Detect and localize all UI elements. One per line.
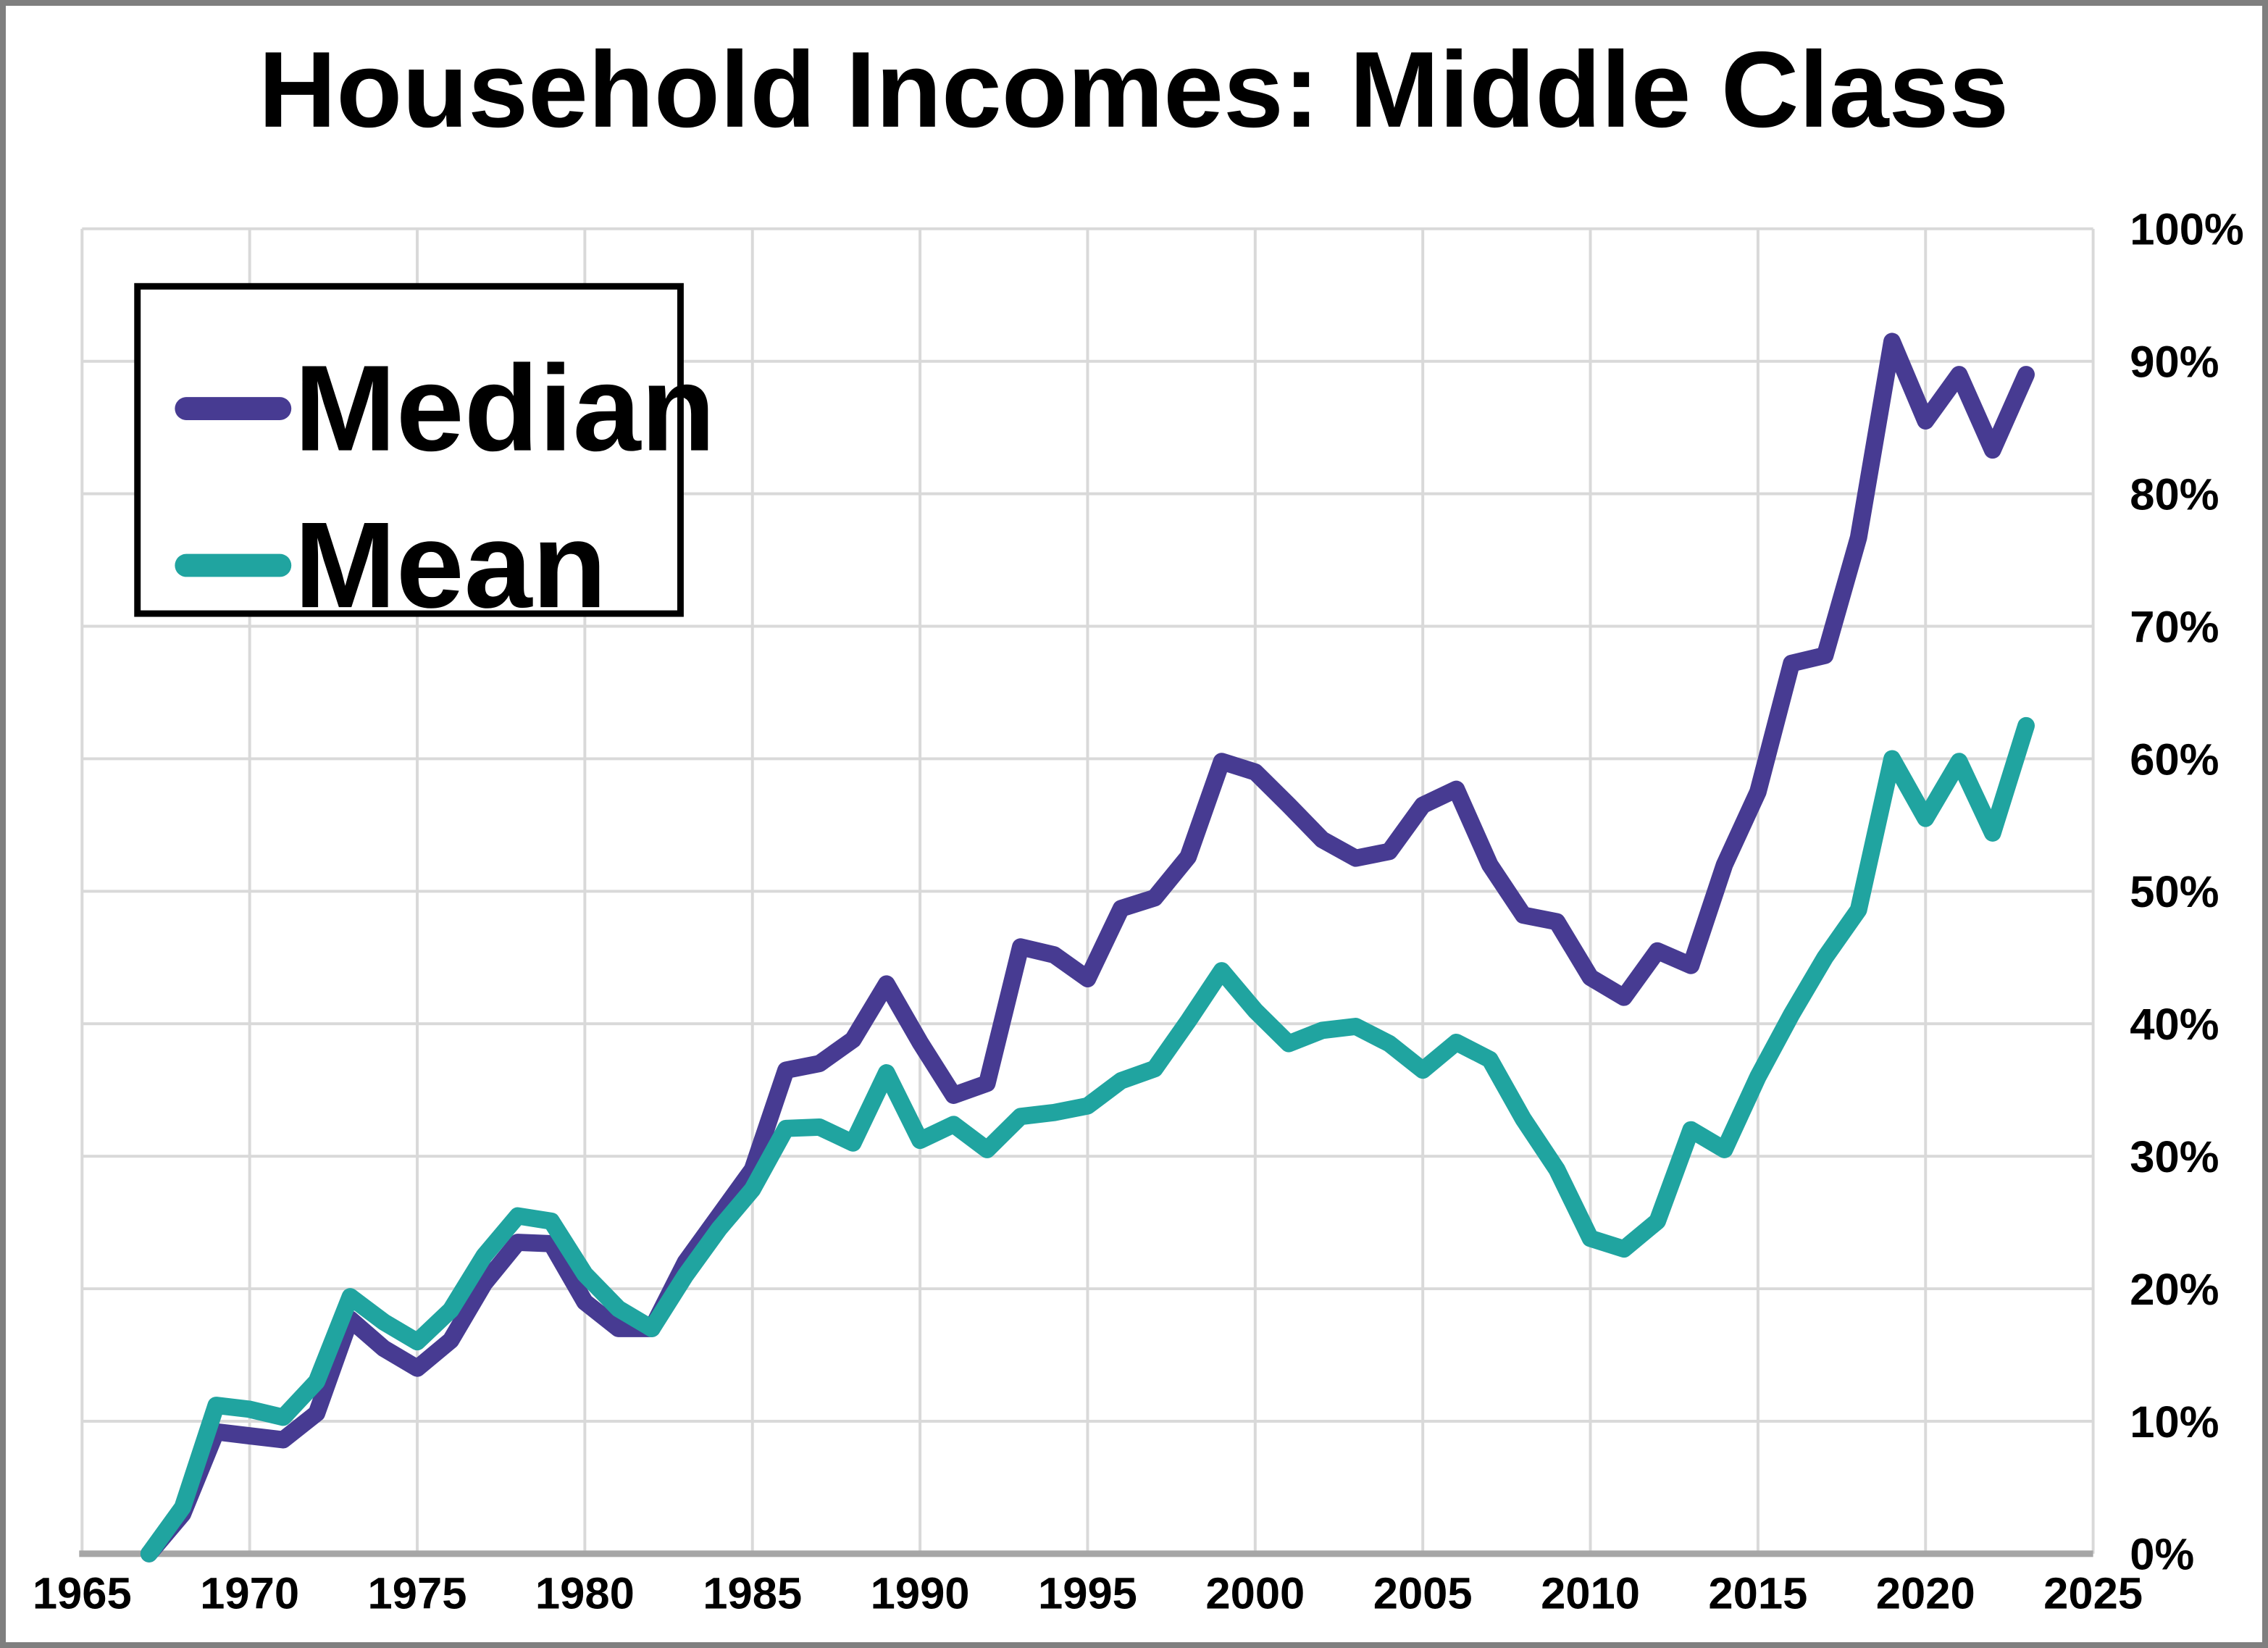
x-tick-label: 2020: [1876, 1568, 1975, 1618]
series-lines: [140, 332, 2035, 1563]
x-tick-label: 2000: [1205, 1568, 1305, 1618]
y-tick-label: 60%: [2130, 735, 2219, 785]
x-tick-label: 2015: [1708, 1568, 1807, 1618]
x-tick-label: 1990: [871, 1568, 970, 1618]
y-tick-label: 70%: [2130, 602, 2219, 652]
x-tick-label: 1980: [535, 1568, 635, 1618]
x-tick-label: 2005: [1373, 1568, 1473, 1618]
x-tick-label: 1975: [368, 1568, 467, 1618]
legend: Median Mean: [134, 283, 716, 633]
legend-mean-label: Mean: [294, 496, 606, 633]
x-tick-label: 1965: [33, 1568, 132, 1618]
y-tick-label: 20%: [2130, 1265, 2219, 1315]
x-tick-label: 1985: [703, 1568, 802, 1618]
x-tick-label: 1995: [1038, 1568, 1137, 1618]
y-tick-label: 0%: [2130, 1530, 2194, 1580]
y-tick-label: 40%: [2130, 1000, 2219, 1050]
x-tick-label: 2025: [2043, 1568, 2143, 1618]
y-tick-label: 80%: [2130, 469, 2219, 519]
gridlines: [80, 227, 2095, 1554]
y-tick-label: 100%: [2130, 205, 2243, 255]
y-tick-label: 50%: [2130, 867, 2219, 917]
mean-line: [140, 716, 2035, 1563]
y-tick-label: 90%: [2130, 338, 2219, 388]
y-tick-label: 10%: [2130, 1397, 2219, 1447]
chart-title: Household Incomes: Middle Class: [259, 29, 2009, 150]
line-chart: 1965 1970 1975 1980 1985 1990 1995 2000 2005 2010…: [33, 29, 2244, 1619]
legend-median-label: Median: [294, 340, 715, 477]
x-tick-label: 2010: [1541, 1568, 1640, 1618]
y-tick-label: 30%: [2130, 1132, 2219, 1182]
tick-labels: 1965 1970 1975 1980 1985 1990 1995 2000 2005 2010…: [33, 205, 2244, 1619]
median-line: [140, 332, 2035, 1563]
x-tick-label: 1970: [200, 1568, 299, 1618]
